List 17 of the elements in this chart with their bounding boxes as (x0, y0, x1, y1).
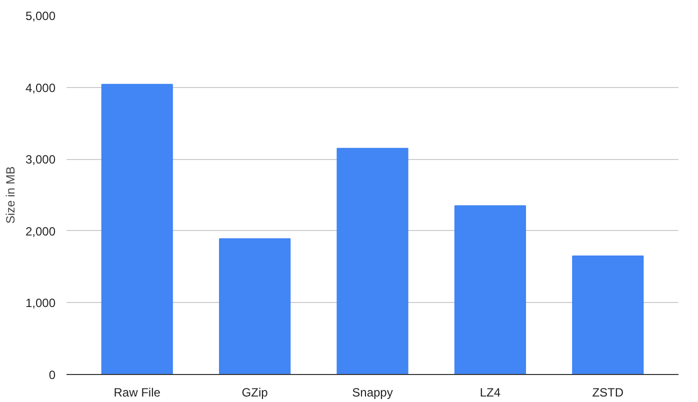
bar (101, 84, 173, 374)
y-tick-label: 4,000 (25, 80, 56, 95)
y-tick-label: 1,000 (25, 296, 56, 310)
y-axis-title: Size in MB (3, 166, 18, 224)
bar (336, 148, 408, 374)
x-tick-label: Snappy (352, 386, 393, 400)
x-tick-label: Raw File (114, 386, 161, 400)
y-tick-label: 5,000 (25, 9, 56, 23)
bar (219, 238, 291, 374)
y-tick-label: 3,000 (25, 152, 56, 167)
bar (454, 205, 526, 374)
x-tick-label: GZip (242, 386, 268, 400)
y-tick-label: 0 (48, 368, 56, 382)
y-tick-label: 2,000 (25, 224, 56, 238)
bar (572, 256, 644, 374)
x-tick-label: LZ4 (480, 386, 501, 400)
x-tick-label: ZSTD (592, 386, 624, 400)
